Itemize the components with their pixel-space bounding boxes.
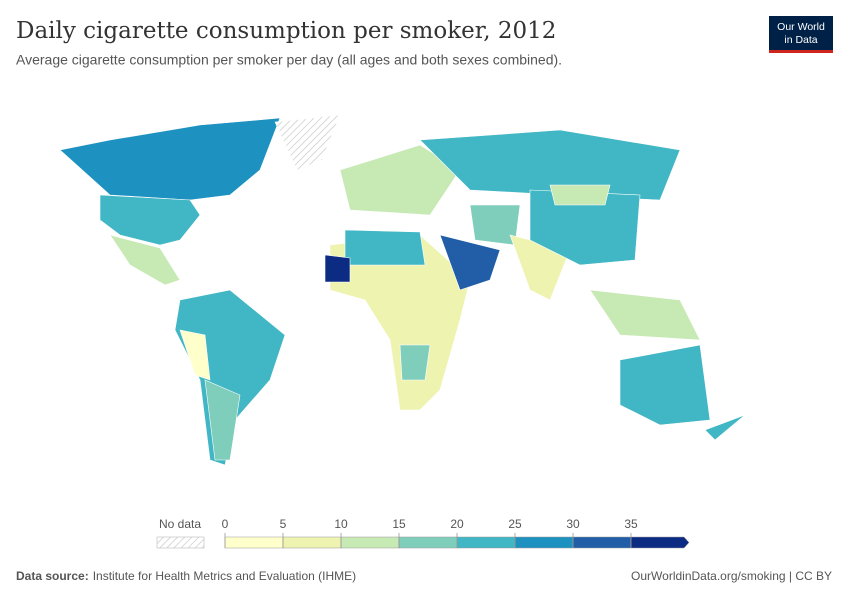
legend-tick-label: 25	[508, 517, 522, 531]
legend-bin	[398, 536, 458, 549]
legend-bin	[572, 536, 632, 549]
source-label: Data source:	[16, 569, 89, 583]
legend-tick-label: 0	[222, 517, 229, 531]
subtitle: Average cigarette consumption per smoker…	[16, 52, 562, 68]
legend-tick-label: 20	[450, 517, 464, 531]
country	[399, 344, 431, 381]
country	[439, 234, 501, 291]
country	[204, 379, 241, 461]
legend-tick-label: 30	[566, 517, 580, 531]
country	[274, 114, 341, 171]
legend-bin	[340, 536, 400, 549]
no-data-swatch	[156, 536, 205, 549]
legend-tick-label: 10	[334, 517, 348, 531]
source: Institute for Health Metrics and Evaluat…	[93, 569, 356, 583]
legend-tick-label: 5	[280, 517, 287, 531]
world-map	[59, 114, 746, 466]
legend-bin	[456, 536, 516, 549]
legend-tick-label: 35	[624, 517, 638, 531]
country	[179, 329, 211, 381]
country	[324, 254, 351, 283]
legend-tick-label: 15	[392, 517, 406, 531]
country	[589, 289, 701, 341]
logo-text: in Data	[784, 34, 817, 46]
logo-text: Our World	[777, 21, 825, 33]
country	[619, 344, 711, 426]
country	[59, 117, 281, 201]
legend-bin	[630, 536, 690, 549]
country	[344, 229, 426, 266]
title: Daily cigarette consumption per smoker, …	[16, 18, 556, 44]
legend-bin	[282, 536, 342, 549]
legend-bin	[514, 536, 574, 549]
country	[704, 414, 746, 441]
country	[339, 144, 461, 216]
legend: No data 0 5 10 15 20 25 30 35	[156, 517, 690, 549]
country	[99, 194, 201, 246]
country	[109, 234, 181, 286]
source-link: OurWorldinData.org/smoking | CC BY	[631, 569, 832, 583]
no-data-label: No data	[159, 517, 201, 531]
country	[529, 189, 641, 266]
country	[419, 129, 681, 201]
logo: Our World in Data	[769, 16, 833, 53]
country	[549, 184, 611, 206]
legend-bin	[224, 536, 284, 549]
